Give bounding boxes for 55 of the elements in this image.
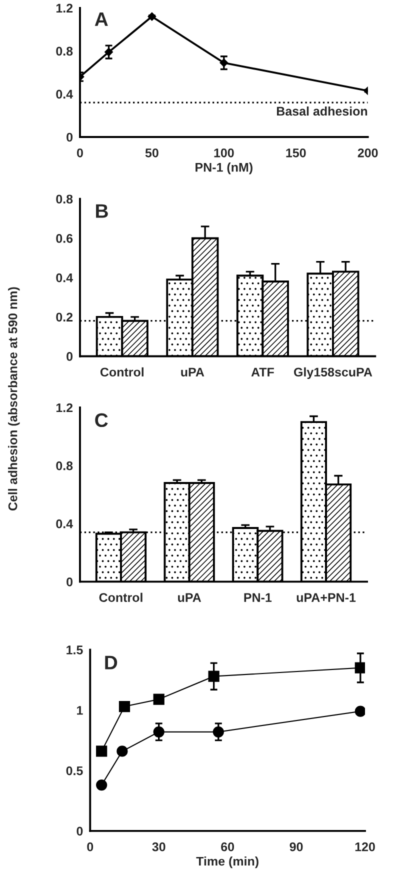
ref-line-label: Basal adhesion (276, 106, 368, 116)
x-tick-label: 30 (152, 842, 166, 852)
chart-title: D (105, 656, 118, 670)
y-tick-label: 0.5 (66, 766, 83, 776)
x-tick-label: uPA (181, 368, 204, 377)
y-tick-label: 0 (66, 577, 73, 586)
point (104, 48, 113, 56)
x-tick-label: 100 (214, 148, 234, 158)
point (212, 726, 224, 738)
y-tick-label: 0.6 (56, 234, 73, 243)
point (354, 706, 365, 717)
point (116, 746, 128, 757)
x-axis-title: PN-1 (nM) (196, 162, 252, 174)
x-tick-label: 120 (355, 842, 375, 852)
y-tick-label: 1.2 (56, 403, 73, 412)
x-tick-label: 150 (286, 148, 306, 158)
chart-title: A (94, 12, 108, 26)
x-tick-label: 0 (87, 842, 94, 852)
point (96, 746, 108, 757)
y-tick-label: 0 (66, 352, 73, 361)
x-tick-label: Control (99, 592, 142, 602)
x-tick-label: 200 (358, 148, 378, 158)
y-tick-label: 0.8 (56, 46, 73, 56)
point (220, 58, 228, 67)
y-tick-label: 1.2 (56, 4, 73, 12)
point (148, 12, 156, 21)
chart-title: C (95, 413, 108, 428)
x-tick-label: uPA+PN-1 (296, 593, 356, 602)
y-tick-label: 0.8 (56, 194, 73, 204)
x-tick-label: 90 (290, 842, 303, 852)
y-tick-label: 0.2 (56, 312, 73, 322)
point (118, 700, 130, 712)
y-tick-label: 0.4 (56, 519, 73, 528)
x-tick-label: 60 (221, 842, 234, 852)
y-tick-label: 0.4 (56, 90, 73, 99)
y-tick-label: 0 (66, 132, 73, 142)
x-tick-label: uPA (178, 593, 202, 602)
point (354, 662, 365, 674)
y-tick-label: 1 (77, 706, 83, 715)
x-tick-label: PN-1 (244, 593, 272, 602)
y-tick-label: 1.5 (66, 646, 83, 654)
point (208, 670, 220, 682)
y-tick-label: 0.4 (56, 273, 73, 282)
point (153, 726, 164, 738)
x-axis-title: Time (min) (196, 856, 258, 868)
point (96, 779, 108, 791)
x-tick-label: ATF (251, 368, 274, 376)
x-tick-label: Control (100, 367, 144, 377)
chart-title: B (96, 204, 108, 218)
x-tick-label: Gly158scuPA (294, 367, 372, 380)
y-axis-title: Cell adhesion (absorbance at 590 nm) (8, 287, 20, 510)
y-tick-label: 0.8 (56, 461, 73, 470)
x-tick-label: 50 (145, 148, 158, 158)
point (153, 694, 164, 705)
y-tick-label: 0 (76, 826, 83, 836)
